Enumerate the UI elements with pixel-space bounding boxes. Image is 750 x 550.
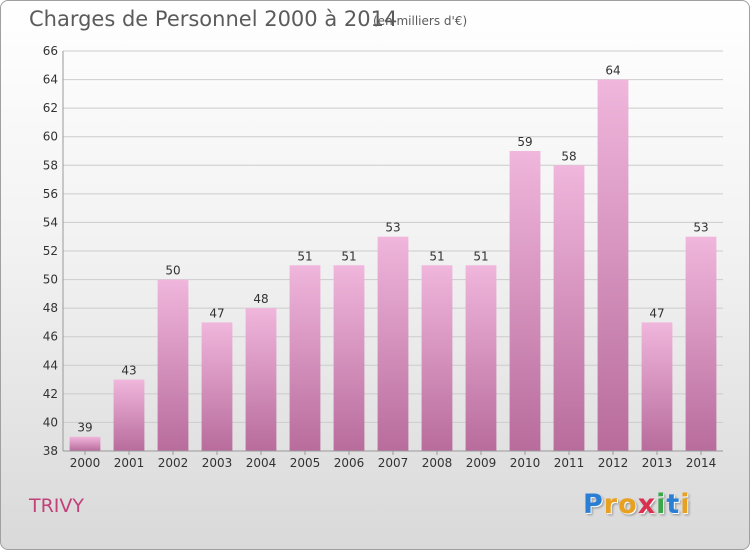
x-tick-label: 2000 bbox=[70, 456, 101, 470]
bar-2001 bbox=[113, 379, 145, 451]
bar-2008 bbox=[421, 265, 453, 451]
chart-title: Charges de Personnel 2000 à 2014 bbox=[29, 7, 398, 31]
bar-2002 bbox=[157, 279, 189, 451]
bar-2012 bbox=[597, 79, 629, 452]
data-label: 53 bbox=[693, 221, 708, 235]
y-tick-label: 66 bbox=[43, 44, 58, 58]
y-tick-label: 58 bbox=[43, 158, 58, 172]
data-label: 53 bbox=[385, 221, 400, 235]
data-label: 51 bbox=[297, 249, 312, 263]
y-tick-label: 64 bbox=[43, 73, 58, 87]
x-tick-label: 2004 bbox=[246, 456, 277, 470]
y-tick-label: 52 bbox=[43, 244, 58, 258]
data-label: 58 bbox=[561, 149, 576, 163]
logo-letter: i bbox=[656, 489, 667, 520]
x-tick-label: 2009 bbox=[466, 456, 497, 470]
x-tick-label: 2013 bbox=[642, 456, 673, 470]
chart-subtitle: (en milliers d'€) bbox=[373, 14, 468, 28]
x-tick-label: 2010 bbox=[510, 456, 541, 470]
y-tick-label: 56 bbox=[43, 187, 58, 201]
proxiti-logo: Proxiti bbox=[583, 489, 691, 520]
bar-2005 bbox=[289, 265, 321, 451]
x-tick-label: 2007 bbox=[378, 456, 409, 470]
data-label: 47 bbox=[209, 306, 224, 320]
x-tick-label: 2006 bbox=[334, 456, 365, 470]
bar-layer bbox=[69, 79, 717, 452]
y-tick-label: 50 bbox=[43, 273, 58, 287]
y-tick-label: 54 bbox=[43, 215, 58, 229]
data-label: 47 bbox=[649, 306, 664, 320]
data-label: 43 bbox=[121, 364, 136, 378]
x-tick-label: 2003 bbox=[202, 456, 233, 470]
bar-2013 bbox=[641, 322, 673, 451]
data-label: 51 bbox=[429, 249, 444, 263]
y-tick-label: 62 bbox=[43, 101, 58, 115]
data-label: 59 bbox=[517, 135, 532, 149]
logo-letter: P bbox=[583, 489, 604, 520]
x-tick-label: 2002 bbox=[158, 456, 189, 470]
bar-2003 bbox=[201, 322, 233, 451]
data-label: 51 bbox=[341, 249, 356, 263]
bar-2009 bbox=[465, 265, 497, 451]
y-tick-label: 46 bbox=[43, 330, 58, 344]
logo-letter: i bbox=[680, 489, 691, 520]
bar-2007 bbox=[377, 236, 409, 451]
bar-2010 bbox=[509, 151, 541, 451]
bar-2014 bbox=[685, 236, 717, 451]
x-tick-label: 2001 bbox=[114, 456, 145, 470]
bar-2006 bbox=[333, 265, 365, 451]
data-label: 39 bbox=[77, 421, 92, 435]
label-layer: 39 43 50 47 48 51 51 53 51 51 59 58 64 47 53 bbox=[77, 64, 708, 435]
bar-2004 bbox=[245, 308, 277, 451]
bar-2011 bbox=[553, 165, 585, 452]
data-label: 64 bbox=[605, 64, 620, 78]
y-tick-label: 40 bbox=[43, 415, 58, 429]
logo-letter: t bbox=[666, 489, 681, 520]
x-tick-label: 2014 bbox=[686, 456, 717, 470]
y-tick-label: 44 bbox=[43, 358, 58, 372]
logo-letter: x bbox=[637, 489, 657, 520]
data-label: 51 bbox=[473, 249, 488, 263]
bar-2000 bbox=[69, 436, 101, 451]
commune-name: TRIVY bbox=[29, 495, 85, 517]
x-tick-label: 2012 bbox=[598, 456, 629, 470]
logo-letter: r bbox=[603, 489, 619, 520]
axis-layer: 38 40 42 44 46 48 50 52 54 56 58 60 62 64 66 2000 2001 20… bbox=[43, 44, 723, 470]
y-tick-label: 42 bbox=[43, 387, 58, 401]
logo-letter: o bbox=[618, 489, 638, 520]
y-tick-label: 38 bbox=[43, 444, 58, 458]
x-tick-label: 2008 bbox=[422, 456, 453, 470]
data-label: 50 bbox=[165, 264, 180, 278]
y-tick-label: 48 bbox=[43, 301, 58, 315]
x-tick-label: 2005 bbox=[290, 456, 321, 470]
y-tick-label: 60 bbox=[43, 130, 58, 144]
x-tick-label: 2011 bbox=[554, 456, 585, 470]
data-label: 48 bbox=[253, 292, 268, 306]
